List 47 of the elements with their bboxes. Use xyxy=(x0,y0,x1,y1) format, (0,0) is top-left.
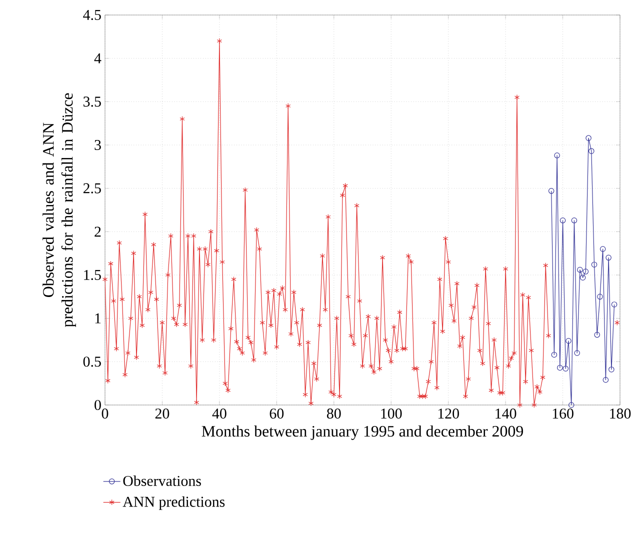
point xyxy=(600,246,606,252)
point xyxy=(568,402,574,408)
y-tick-label: 0 xyxy=(94,400,101,410)
x-tick-label: 180 xyxy=(610,408,631,419)
x-tick-label: 160 xyxy=(552,408,574,419)
point xyxy=(588,148,594,154)
legend-label: Observations xyxy=(123,475,201,486)
point xyxy=(554,152,560,158)
x-tick-label: 60 xyxy=(270,408,284,419)
point xyxy=(551,352,558,358)
point xyxy=(602,376,609,383)
point xyxy=(557,364,563,371)
point xyxy=(582,268,589,274)
y-axis-title: Observed values and ANN predictions for the rainfall in Düzce xyxy=(42,93,76,328)
point xyxy=(566,338,572,344)
point xyxy=(577,266,583,273)
point xyxy=(574,350,580,356)
x-tick-label: 140 xyxy=(496,408,516,419)
point xyxy=(562,366,569,372)
point xyxy=(548,188,554,194)
y-tick-label: 4.5 xyxy=(83,10,101,20)
point xyxy=(586,135,592,141)
point xyxy=(591,262,598,268)
x-tick-label: 80 xyxy=(326,408,341,419)
point xyxy=(608,366,614,372)
y-tick-label: 1.5 xyxy=(84,270,101,280)
y-tick-label: 2.5 xyxy=(83,183,101,194)
point xyxy=(560,218,566,224)
y-tick-label: 1 xyxy=(95,313,101,324)
x-tick-label: 40 xyxy=(212,408,226,419)
y-tick-label: 3 xyxy=(94,140,101,150)
x-tick-label: 20 xyxy=(155,408,170,419)
y-tick-label: 2 xyxy=(94,226,101,237)
y-tick-label: 4 xyxy=(94,53,102,64)
x-axis-title: Months between january 1995 and december 2009 xyxy=(202,425,523,440)
legend-label: ANN predictions xyxy=(122,496,225,510)
x-tick-label: 0 xyxy=(102,408,108,419)
y-tick-label: 0.5 xyxy=(83,356,101,367)
point xyxy=(597,294,603,300)
point xyxy=(571,218,578,224)
x-tick-label: 100 xyxy=(381,408,402,419)
point xyxy=(594,332,600,338)
x-tick-label: 120 xyxy=(438,408,459,419)
point xyxy=(611,302,618,308)
y-tick-label: 3.5 xyxy=(84,96,101,107)
point xyxy=(580,274,586,280)
point xyxy=(606,254,612,261)
